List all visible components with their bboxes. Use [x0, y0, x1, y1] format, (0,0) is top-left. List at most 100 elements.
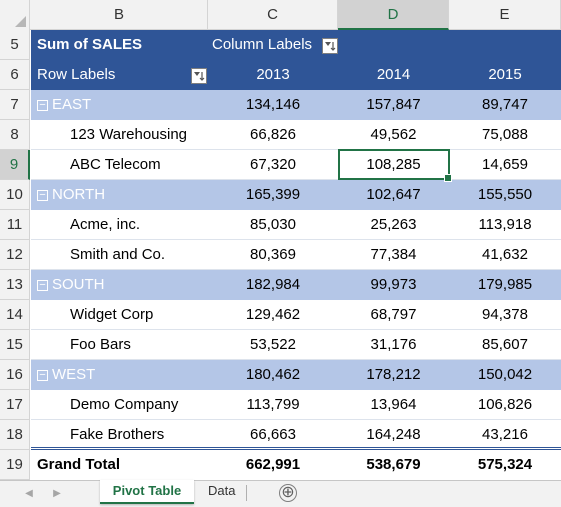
active-value-cell[interactable]: 108,285 — [366, 156, 421, 173]
group-total-cell[interactable]: 179,985 — [477, 276, 533, 293]
group-total-cell[interactable]: 157,847 — [366, 96, 421, 113]
tab-data[interactable]: Data — [208, 483, 236, 498]
value-cell[interactable]: 43,216 — [482, 426, 528, 443]
spreadsheet-grid: B C D E 5 6 7 8 9 10 11 12 13 14 15 16 1… — [0, 0, 561, 480]
row-header-8[interactable]: 8 — [0, 120, 30, 150]
detail-row: Demo Company 113,799 13,964 106,826 — [31, 390, 561, 420]
group-total-cell[interactable]: 178,212 — [366, 366, 421, 383]
grand-total-cell[interactable]: 662,991 — [245, 456, 301, 473]
row-header-14[interactable]: 14 — [0, 300, 30, 330]
value-cell[interactable]: 75,088 — [482, 126, 528, 143]
value-cell[interactable]: 13,964 — [370, 396, 417, 413]
row-header-6[interactable]: 6 — [0, 60, 30, 90]
year-header[interactable]: 2013 — [256, 66, 290, 83]
value-field-label[interactable]: Sum of SALES — [37, 36, 143, 53]
row-header-15[interactable]: 15 — [0, 330, 30, 360]
item-label[interactable]: Demo Company — [70, 396, 179, 413]
year-header[interactable]: 2014 — [376, 66, 411, 83]
value-cell[interactable]: 41,632 — [482, 246, 528, 263]
column-header-d[interactable]: D — [338, 0, 449, 30]
value-cell[interactable]: 94,378 — [482, 306, 528, 323]
group-row-north: − NORTH 165,399 102,647 155,550 — [31, 180, 561, 210]
value-cell[interactable]: 14,659 — [482, 156, 528, 173]
group-total-cell[interactable]: 155,550 — [477, 186, 533, 203]
row-header-7[interactable]: 7 — [0, 90, 30, 120]
group-total-cell[interactable]: 180,462 — [245, 366, 301, 383]
select-all-button[interactable] — [0, 0, 30, 30]
grand-total-cell[interactable]: 538,679 — [366, 456, 421, 473]
row-header-10[interactable]: 10 — [0, 180, 30, 210]
value-cell[interactable]: 53,522 — [250, 336, 296, 353]
group-total-cell[interactable]: 134,146 — [245, 96, 301, 113]
row-header-12[interactable]: 12 — [0, 240, 30, 270]
row-header-11[interactable]: 11 — [0, 210, 30, 240]
grand-total-cell[interactable]: 575,324 — [477, 456, 533, 473]
value-cell[interactable]: 77,384 — [370, 246, 417, 263]
collapse-icon[interactable]: − — [37, 190, 48, 201]
row-header-17[interactable]: 17 — [0, 390, 30, 420]
row-header-18[interactable]: 18 — [0, 420, 30, 450]
row-header-5[interactable]: 5 — [0, 30, 30, 60]
item-label[interactable]: Foo Bars — [70, 336, 131, 353]
value-cell[interactable]: 66,663 — [250, 426, 296, 443]
value-cell[interactable]: 66,826 — [250, 126, 296, 143]
column-header-e[interactable]: E — [449, 0, 561, 30]
column-labels-header[interactable]: Column Labels — [212, 36, 313, 53]
year-header[interactable]: 2015 — [488, 66, 522, 83]
item-label[interactable]: 123 Warehousing — [70, 126, 188, 143]
group-total-cell[interactable]: 99,973 — [370, 276, 417, 293]
item-label[interactable]: Smith and Co. — [70, 246, 166, 263]
scroll-tabs-left-icon[interactable]: ◀ — [25, 488, 33, 499]
row-header-19[interactable]: 19 — [0, 450, 30, 480]
group-total-cell[interactable]: 102,647 — [366, 186, 421, 203]
column-filter-button[interactable] — [322, 38, 338, 54]
pivot-header-row: Sum of SALES Column Labels — [31, 30, 561, 60]
group-total-cell[interactable]: 165,399 — [245, 186, 301, 203]
collapse-icon[interactable]: − — [37, 280, 48, 291]
collapse-icon[interactable]: − — [37, 370, 48, 381]
value-cell[interactable]: 31,176 — [370, 336, 417, 353]
row-header-9[interactable]: 9 — [0, 150, 30, 180]
row-labels-header[interactable]: Row Labels — [37, 66, 116, 83]
group-total-cell[interactable]: 150,042 — [477, 366, 533, 383]
value-cell[interactable]: 49,562 — [370, 126, 417, 143]
tab-pivot-table[interactable]: Pivot Table — [100, 480, 194, 504]
group-label[interactable]: − EAST — [31, 90, 208, 120]
value-cell[interactable]: 113,918 — [478, 216, 532, 233]
value-cell[interactable]: 85,030 — [250, 216, 296, 233]
tab-divider — [246, 485, 247, 501]
group-label[interactable]: − NORTH — [31, 180, 208, 210]
value-cell[interactable]: 106,826 — [477, 396, 533, 413]
item-label[interactable]: ABC Telecom — [70, 156, 161, 173]
group-total-cell[interactable]: 182,984 — [245, 276, 301, 293]
pivot-years-row: Row Labels 2013 2014 2015 — [31, 60, 561, 90]
value-cell[interactable]: 25,263 — [370, 216, 417, 233]
row-header-16[interactable]: 16 — [0, 360, 30, 390]
group-name: EAST — [52, 96, 92, 113]
group-label[interactable]: − SOUTH — [31, 270, 208, 300]
group-label[interactable]: − WEST — [31, 360, 208, 390]
detail-row: Foo Bars 53,522 31,176 85,607 — [31, 330, 561, 360]
add-sheet-button[interactable]: ⊕ — [279, 484, 297, 502]
collapse-icon[interactable]: − — [37, 100, 48, 111]
column-header-b[interactable]: B — [31, 0, 208, 30]
grand-total-label[interactable]: Grand Total — [37, 456, 121, 473]
row-filter-button[interactable] — [191, 68, 207, 84]
detail-row: Acme, inc. 85,030 25,263 113,918 — [31, 210, 561, 240]
group-row-west: − WEST 180,462 178,212 150,042 — [31, 360, 561, 390]
detail-row: ABC Telecom 67,320 108,285 14,659 — [31, 150, 561, 180]
scroll-tabs-right-icon[interactable]: ▶ — [53, 488, 61, 499]
value-cell[interactable]: 67,320 — [250, 156, 296, 173]
value-cell[interactable]: 85,607 — [482, 336, 528, 353]
value-cell[interactable]: 164,248 — [366, 426, 421, 443]
value-cell[interactable]: 80,369 — [250, 246, 296, 263]
item-label[interactable]: Acme, inc. — [70, 216, 141, 233]
value-cell[interactable]: 68,797 — [370, 306, 417, 323]
column-header-c[interactable]: C — [208, 0, 338, 30]
item-label[interactable]: Widget Corp — [70, 306, 154, 323]
item-label[interactable]: Fake Brothers — [70, 426, 165, 443]
value-cell[interactable]: 129,462 — [245, 306, 301, 323]
value-cell[interactable]: 113,799 — [246, 396, 300, 413]
row-header-13[interactable]: 13 — [0, 270, 30, 300]
group-total-cell[interactable]: 89,747 — [482, 96, 528, 113]
